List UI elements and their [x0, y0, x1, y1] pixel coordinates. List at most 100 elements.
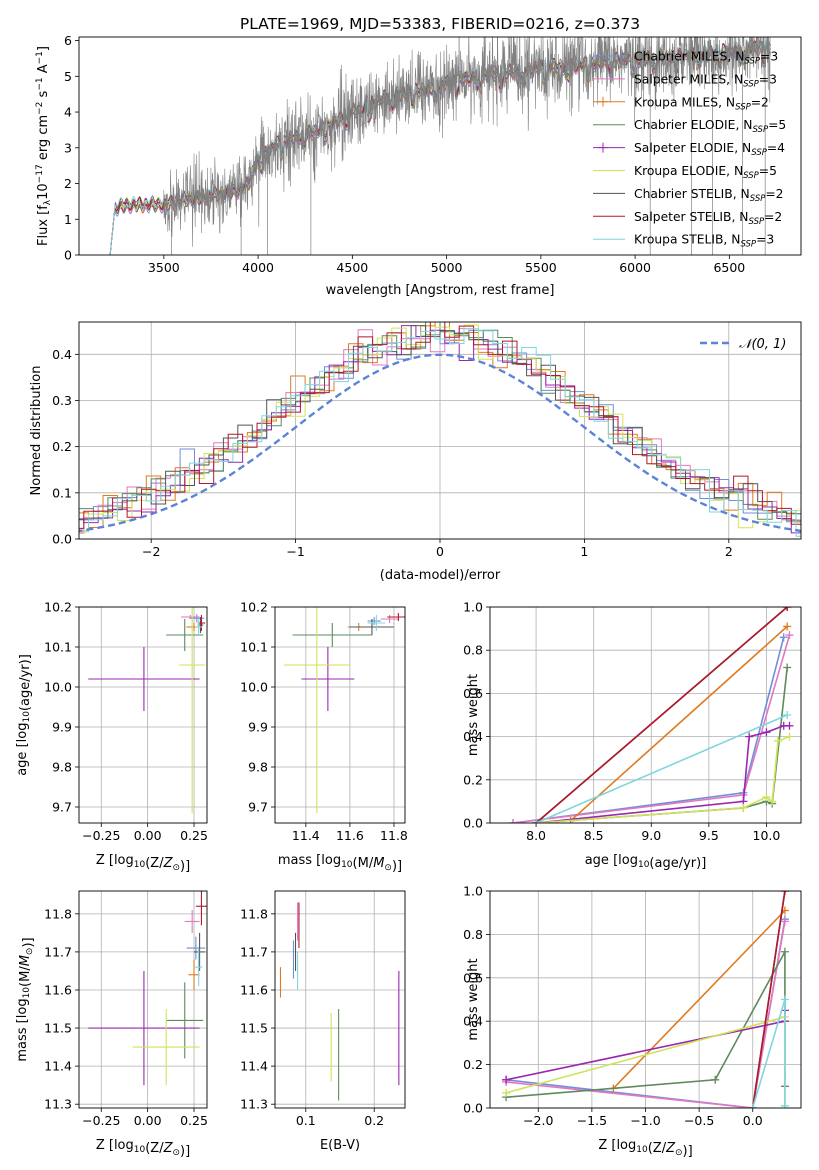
- legend-sub: SSP: [743, 79, 759, 89]
- y-tick-label: 11.7: [240, 944, 268, 959]
- legend-sub: SSP: [735, 102, 751, 112]
- x-tick-label: 0.1: [296, 1113, 316, 1128]
- z-age-frame: [78, 606, 208, 824]
- legend-text: Kroupa STELIB, N: [634, 233, 740, 247]
- legend-label: Salpeter ELODIE, NSSP=4: [634, 141, 785, 158]
- x-axis-label: (data-model)/error: [380, 568, 501, 583]
- x-tick-label: −1: [286, 544, 304, 559]
- legend-label: Chabrier MILES, NSSP=3: [634, 50, 778, 67]
- weight-series-line: [535, 607, 788, 823]
- residuals-frame: [78, 321, 802, 540]
- label-part: log: [114, 1138, 134, 1153]
- legend-tail: =5: [759, 164, 777, 178]
- weight-point-marker: [762, 793, 771, 802]
- y-tick-label: 0.3: [52, 393, 72, 408]
- y-tick-label: 0.4: [463, 1014, 483, 1029]
- x-tick-label: 11.4: [292, 828, 320, 843]
- label-part: mass [: [15, 1018, 30, 1061]
- x-axis-label: Z [log10(Z/Z⊙)]: [96, 1138, 190, 1159]
- legend-marker: [598, 142, 608, 153]
- label-part: (Z/: [145, 856, 164, 871]
- label-sub: 10: [636, 1145, 648, 1155]
- label-sub: ⊙: [172, 1148, 180, 1158]
- weight-point-marker: [783, 663, 792, 672]
- legend-tail: =3: [760, 50, 778, 64]
- y-tick-label: 0.1: [52, 485, 72, 500]
- label-part: (Z/: [145, 1141, 164, 1156]
- weight-point-marker: [783, 607, 792, 611]
- y-tick-label: 0.0: [463, 1101, 483, 1116]
- y-tick-label: 1.0: [463, 884, 483, 899]
- y-tick-label: 10.0: [240, 680, 268, 695]
- label-part: s: [36, 90, 51, 101]
- weight-point-marker: [739, 803, 748, 812]
- label-part: wavelength [Angstrom, rest frame]: [326, 283, 555, 298]
- x-tick-label: 9.0: [641, 828, 661, 843]
- ebv-mass-frame: [274, 890, 406, 1109]
- x-tick-label: 8.5: [584, 828, 604, 843]
- y-tick-label: 10.1: [44, 640, 72, 655]
- legend-text: Chabrier STELIB, N: [634, 187, 750, 201]
- y-tick-label: 11.5: [44, 1021, 72, 1036]
- label-part: (data-model)/error: [380, 568, 501, 583]
- residual-histogram: [79, 322, 801, 529]
- x-tick-label: 4500: [336, 260, 368, 275]
- legend-tail: =2: [764, 210, 782, 224]
- label-part: M: [18, 955, 33, 966]
- x-tick-label: 0.00: [134, 1113, 162, 1128]
- x-axis-label: E(B-V): [320, 1138, 360, 1153]
- z-age-points: [88, 607, 206, 813]
- y-tick-label: 4: [64, 105, 72, 120]
- weight-point-marker: [780, 947, 789, 956]
- y-tick-label: 10.2: [240, 600, 268, 615]
- legend-text: Chabrier ELODIE, N: [634, 118, 752, 132]
- x-tick-label: 0.25: [180, 1113, 208, 1128]
- label-part: M: [373, 856, 384, 871]
- label-part: λ: [43, 199, 53, 205]
- weight-point-marker: [780, 891, 789, 895]
- label-part: log: [616, 1138, 636, 1153]
- legend-sub: SSP: [751, 148, 767, 158]
- label-sub: ⊙: [675, 1148, 683, 1158]
- y-tick-label: 9.7: [248, 800, 268, 815]
- label-part: )]: [392, 859, 402, 874]
- mass-age-points: [283, 607, 405, 813]
- label-part: Z [: [96, 1138, 114, 1153]
- label-sub: 10: [341, 860, 353, 870]
- y-tick-label: 3: [64, 140, 72, 155]
- x-tick-label: 0.00: [134, 828, 162, 843]
- label-part: −17: [35, 164, 45, 183]
- weight-series-line: [751, 891, 786, 1108]
- legend-sub: SSP: [740, 240, 756, 250]
- weight-point-marker: [773, 736, 782, 745]
- residual-hists: [79, 322, 801, 537]
- x-axis-label: Z [log10(Z/Z⊙)]: [96, 853, 190, 874]
- legend-tail: =3: [756, 233, 774, 247]
- y-tick-label: 0.2: [463, 1057, 483, 1072]
- x-tick-label: −0.25: [82, 828, 120, 843]
- weight-series-line: [612, 909, 786, 1090]
- x-tick-label: 8.0: [526, 828, 546, 843]
- x-tick-label: 6000: [619, 260, 651, 275]
- legend-tail: =4: [767, 141, 785, 155]
- y-tick-label: 0.2: [52, 439, 72, 454]
- label-sub: ⊙: [25, 948, 35, 956]
- x-tick-label: −2.0: [523, 1113, 553, 1128]
- weight-point-marker: [785, 732, 794, 741]
- legend-label: 𝒩(0, 1): [739, 337, 786, 352]
- z-weight-lines: [502, 891, 789, 1108]
- weight-point-marker: [532, 819, 541, 823]
- x-tick-label: 6500: [713, 260, 745, 275]
- z-mass-axes: −0.25 0.00 0.25 11.3 11.4 11.5 11.6 11.7 11.8: [44, 891, 208, 1128]
- legend-sub: SSP: [744, 57, 760, 67]
- weight-point-marker: [780, 1101, 789, 1108]
- legend-tail: =3: [759, 72, 777, 86]
- spectrum-frame: [78, 36, 802, 256]
- y-tick-label: 0.0: [463, 816, 483, 831]
- residual-histogram: [79, 325, 801, 533]
- x-tick-label: 11.6: [336, 828, 364, 843]
- y-tick-label: 11.6: [44, 982, 72, 997]
- legend-label: Salpeter MILES, NSSP=3: [634, 72, 777, 89]
- y-tick-label: 9.9: [248, 720, 268, 735]
- mass-age-frame: [274, 606, 406, 824]
